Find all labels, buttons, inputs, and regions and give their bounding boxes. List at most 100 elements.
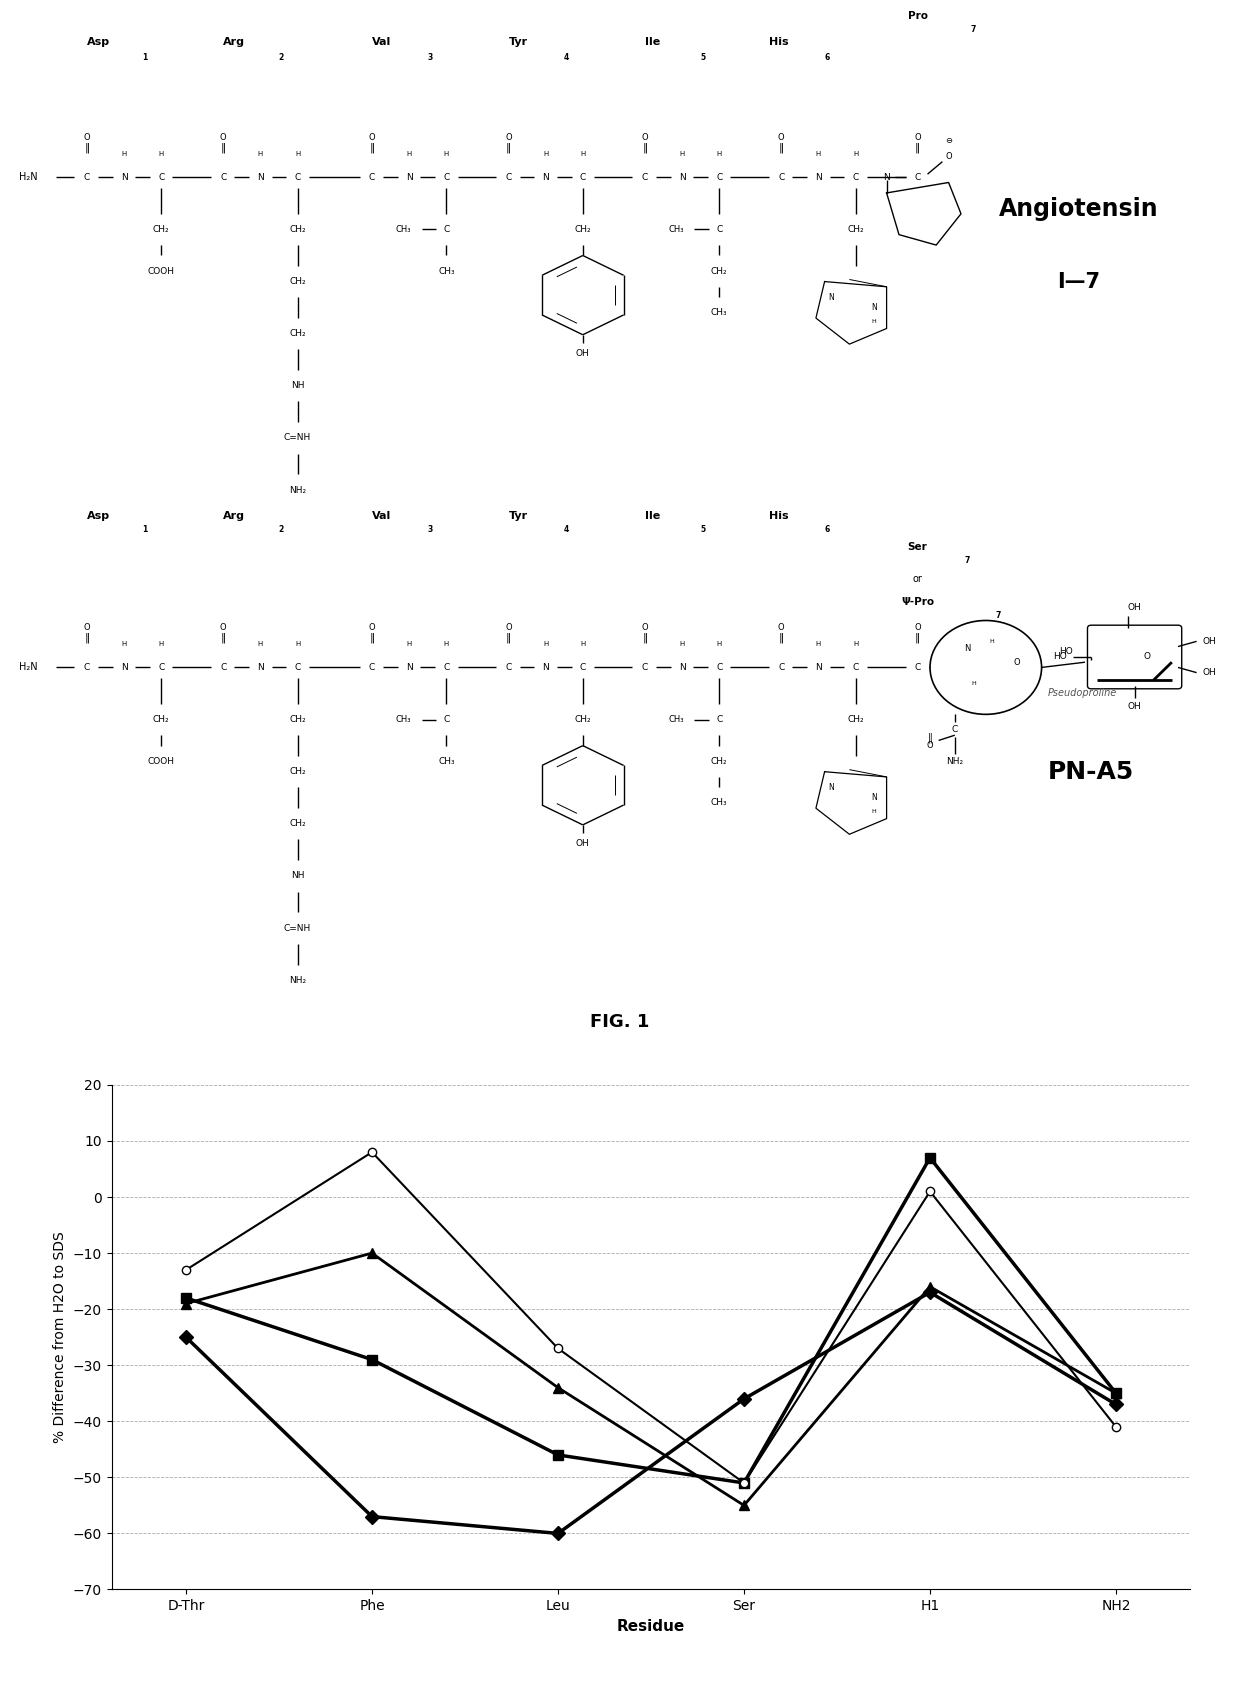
Text: Ser: Ser (908, 543, 928, 552)
Text: N: N (883, 173, 890, 182)
1095 Difference (737, 1473, 751, 1494)
2300 Difference (737, 1473, 751, 1494)
1095 Difference (1109, 1383, 1123, 1403)
Text: Pseudoproline: Pseudoproline (1048, 688, 1117, 698)
Text: ‖: ‖ (84, 632, 89, 644)
Text: CH₃: CH₃ (668, 715, 683, 723)
Text: C: C (219, 663, 227, 671)
Text: C: C (368, 663, 376, 671)
Text: O: O (914, 624, 921, 632)
Text: CH₂: CH₂ (289, 767, 306, 775)
Text: N: N (678, 173, 686, 182)
Text: COOH: COOH (148, 757, 175, 765)
Text: C: C (505, 663, 512, 671)
Text: O: O (777, 133, 785, 143)
Text: FIG. 1: FIG. 1 (590, 1013, 650, 1031)
Text: ‖: ‖ (506, 632, 511, 644)
Text: H: H (872, 809, 877, 814)
Text: N: N (815, 663, 822, 671)
Text: H: H (295, 151, 300, 158)
Y-axis label: % Difference from H2O to SDS: % Difference from H2O to SDS (53, 1231, 67, 1443)
Text: ‖: ‖ (915, 143, 920, 153)
Text: H: H (971, 681, 976, 686)
Text: C: C (777, 663, 785, 671)
Text: N: N (828, 293, 833, 301)
Text: H: H (258, 641, 263, 648)
Text: Angiotensin: Angiotensin (999, 197, 1158, 220)
Text: OH: OH (575, 350, 590, 358)
Text: CH₃: CH₃ (396, 225, 410, 234)
Text: N: N (542, 173, 549, 182)
Text: CH₂: CH₂ (289, 330, 306, 338)
Text: H: H (816, 151, 821, 158)
2230 Difference (923, 1277, 937, 1297)
Text: CH₂: CH₂ (574, 715, 591, 723)
Text: ‖: ‖ (221, 143, 226, 153)
Text: C: C (715, 173, 723, 182)
Text: C: C (579, 663, 587, 671)
Text: His: His (769, 511, 789, 521)
995 Difference (179, 1327, 193, 1347)
Text: O: O (914, 133, 921, 143)
Text: C: C (914, 663, 921, 671)
Text: C: C (641, 663, 649, 671)
Text: 7: 7 (971, 25, 976, 34)
Text: H: H (816, 641, 821, 648)
Text: H: H (444, 641, 449, 648)
Text: CH₃: CH₃ (668, 225, 683, 234)
Text: C: C (777, 173, 785, 182)
Text: H: H (122, 641, 126, 648)
Text: N: N (828, 782, 833, 792)
Text: H: H (543, 151, 548, 158)
Text: 5: 5 (701, 52, 706, 62)
Text: NH₂: NH₂ (289, 486, 306, 495)
Text: His: His (769, 37, 789, 47)
2300 Difference (923, 1181, 937, 1201)
Text: H: H (444, 151, 449, 158)
995 Difference (737, 1389, 751, 1410)
Text: C: C (715, 225, 723, 234)
Text: CH₂: CH₂ (711, 757, 728, 765)
Text: O: O (945, 151, 952, 161)
Text: N: N (872, 303, 877, 313)
Text: O: O (83, 133, 91, 143)
Text: CH₂: CH₂ (153, 715, 170, 723)
Text: CH₃: CH₃ (711, 799, 728, 807)
Text: C: C (951, 725, 959, 735)
Text: CH₃: CH₃ (438, 757, 455, 765)
Text: C: C (83, 173, 91, 182)
Text: O: O (368, 133, 376, 143)
995 Difference (551, 1524, 565, 1544)
2300 Difference (179, 1260, 193, 1280)
Text: 3: 3 (428, 52, 433, 62)
Text: CH₂: CH₂ (574, 225, 591, 234)
Text: C: C (368, 173, 376, 182)
Text: H: H (717, 641, 722, 648)
Text: 2: 2 (279, 52, 284, 62)
Text: H: H (853, 641, 858, 648)
Text: CH₂: CH₂ (289, 715, 306, 723)
Text: OH: OH (1202, 668, 1216, 678)
Text: C: C (852, 173, 859, 182)
Text: C: C (443, 225, 450, 234)
Text: Val: Val (372, 511, 392, 521)
Text: 5: 5 (701, 525, 706, 535)
Text: H: H (990, 639, 994, 644)
Text: 2: 2 (279, 525, 284, 535)
Line: 2300 Difference: 2300 Difference (182, 1149, 1120, 1487)
Text: NH₂: NH₂ (289, 976, 306, 984)
Text: H: H (407, 151, 412, 158)
Text: CH₂: CH₂ (847, 225, 864, 234)
Text: C: C (852, 663, 859, 671)
Text: H: H (680, 151, 684, 158)
Text: C: C (914, 173, 921, 182)
Text: O: O (1143, 653, 1151, 661)
Text: C: C (443, 173, 450, 182)
Text: C: C (294, 663, 301, 671)
Text: H: H (122, 151, 126, 158)
Text: Tyr: Tyr (508, 511, 527, 521)
Text: 3: 3 (428, 525, 433, 535)
Text: O: O (505, 624, 512, 632)
Text: PN-A5: PN-A5 (1048, 760, 1135, 784)
Text: HO: HO (1053, 653, 1068, 661)
